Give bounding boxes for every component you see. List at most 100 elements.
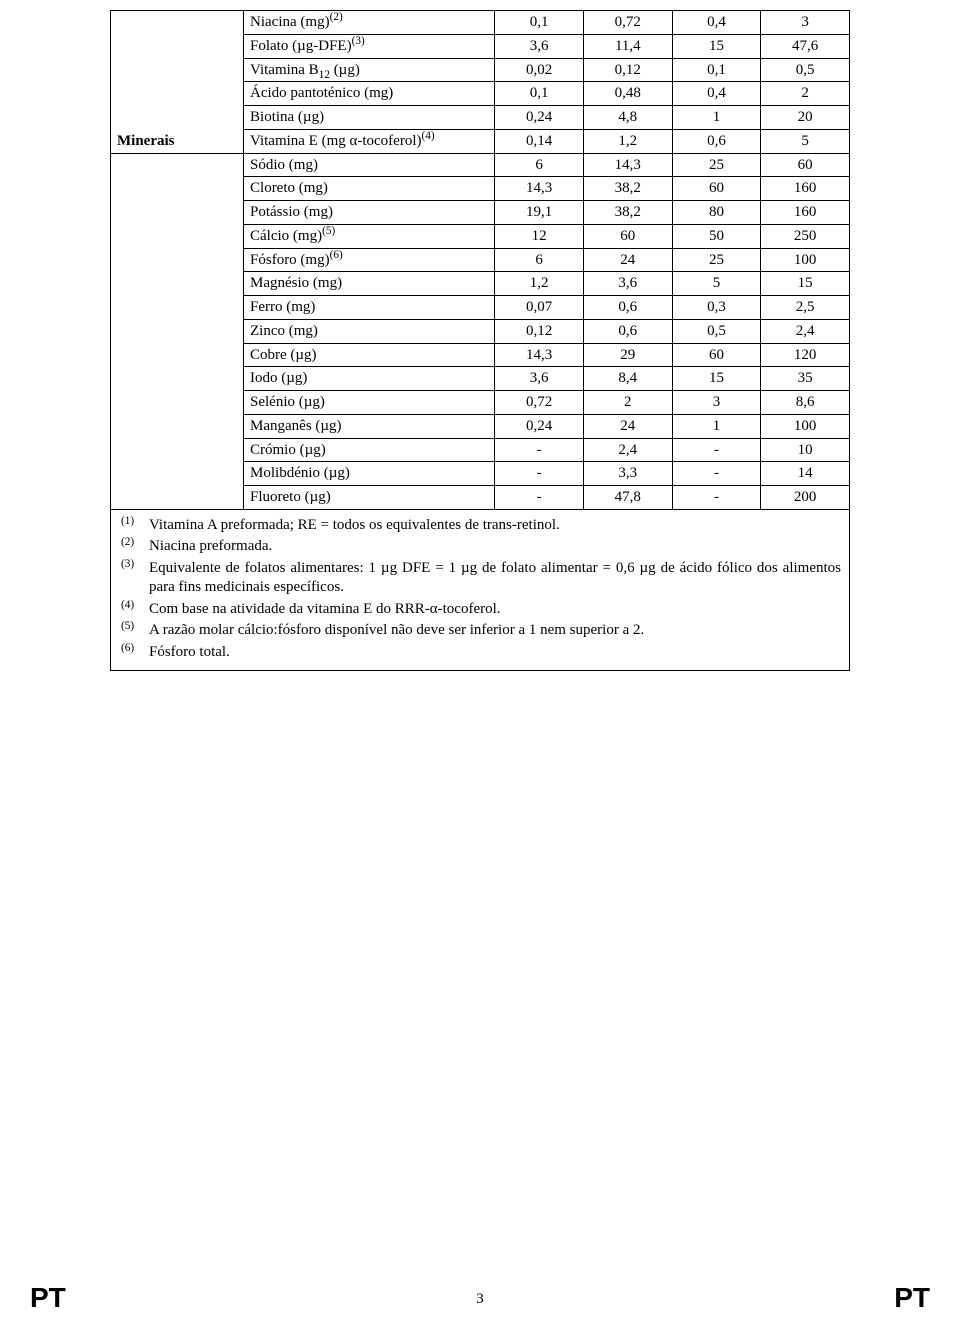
footer-lang-right: PT: [894, 1282, 930, 1314]
row-name: Molibdénio (µg): [244, 462, 495, 486]
footnote-mark: (4): [121, 598, 149, 618]
row-value: 2,4: [761, 319, 850, 343]
footnote-mark: (6): [121, 641, 149, 661]
footnote-mark: (2): [121, 535, 149, 555]
row-value: 15: [672, 34, 761, 58]
footer-page-number: 3: [476, 1291, 484, 1308]
row-value: 2: [761, 82, 850, 106]
row-name: Iodo (µg): [244, 367, 495, 391]
row-value: 24: [583, 414, 672, 438]
row-name: Folato (µg-DFE)(3): [244, 34, 495, 58]
row-value: 25: [672, 153, 761, 177]
footnotes: (1)Vitamina A preformada; RE = todos os …: [110, 510, 850, 672]
row-value: 14,3: [495, 343, 584, 367]
row-value: 0,4: [672, 82, 761, 106]
category-label: Minerais: [117, 132, 237, 151]
row-value: 1: [672, 414, 761, 438]
row-value: 3,6: [583, 272, 672, 296]
row-value: 200: [761, 486, 850, 510]
table-row: MineraisNiacina (mg)(2)0,10,720,43: [111, 11, 850, 35]
row-name: Vitamina B12 (µg): [244, 58, 495, 82]
row-value: 0,6: [583, 296, 672, 320]
row-value: 14: [761, 462, 850, 486]
footnote-mark: (3): [121, 557, 149, 596]
row-value: 38,2: [583, 177, 672, 201]
footnote: (4)Com base na atividade da vitamina E d…: [121, 600, 841, 620]
nutrition-table: MineraisNiacina (mg)(2)0,10,720,43Folato…: [110, 10, 850, 510]
row-value: 3,6: [495, 34, 584, 58]
row-name: Vitamina E (mg α-tocoferol)(4): [244, 129, 495, 153]
footnote-text: Com base na atividade da vitamina E do R…: [149, 600, 841, 620]
row-value: 120: [761, 343, 850, 367]
row-value: 160: [761, 201, 850, 225]
row-name: Niacina (mg)(2): [244, 11, 495, 35]
row-name: Biotina (µg): [244, 106, 495, 130]
row-value: 3: [672, 391, 761, 415]
row-value: 60: [583, 224, 672, 248]
row-name: Magnésio (mg): [244, 272, 495, 296]
row-value: 15: [672, 367, 761, 391]
row-name: Ácido pantoténico (mg): [244, 82, 495, 106]
footnote-text: Fósforo total.: [149, 643, 841, 663]
row-value: -: [672, 462, 761, 486]
row-value: -: [672, 438, 761, 462]
row-value: 6: [495, 248, 584, 272]
row-value: 0,12: [583, 58, 672, 82]
row-value: 15: [761, 272, 850, 296]
row-value: 250: [761, 224, 850, 248]
row-value: 60: [672, 177, 761, 201]
row-name: Cálcio (mg)(5): [244, 224, 495, 248]
row-value: 8,6: [761, 391, 850, 415]
footnote-text: A razão molar cálcio:fósforo disponível …: [149, 621, 841, 641]
row-value: 12: [495, 224, 584, 248]
row-value: 6: [495, 153, 584, 177]
row-value: 2,5: [761, 296, 850, 320]
row-value: 29: [583, 343, 672, 367]
row-name: Cobre (µg): [244, 343, 495, 367]
row-value: 60: [761, 153, 850, 177]
row-value: -: [495, 486, 584, 510]
footnote-text: Vitamina A preformada; RE = todos os equ…: [149, 516, 841, 536]
category-cell: [111, 153, 244, 509]
row-value: 2,4: [583, 438, 672, 462]
row-name: Zinco (mg): [244, 319, 495, 343]
row-value: 60: [672, 343, 761, 367]
footnote: (1)Vitamina A preformada; RE = todos os …: [121, 516, 841, 536]
row-value: 0,12: [495, 319, 584, 343]
category-cell: Minerais: [111, 11, 244, 154]
row-value: 0,6: [583, 319, 672, 343]
row-value: 38,2: [583, 201, 672, 225]
row-value: 0,1: [495, 11, 584, 35]
row-value: -: [495, 438, 584, 462]
row-value: 3,3: [583, 462, 672, 486]
row-value: 25: [672, 248, 761, 272]
row-value: 0,24: [495, 106, 584, 130]
row-value: 14,3: [495, 177, 584, 201]
row-value: 1,2: [583, 129, 672, 153]
row-value: 3,6: [495, 367, 584, 391]
footnote: (2)Niacina preformada.: [121, 537, 841, 557]
footnote: (5)A razão molar cálcio:fósforo disponív…: [121, 621, 841, 641]
footnote-mark: (5): [121, 619, 149, 639]
footer-lang-left: PT: [30, 1282, 66, 1314]
row-value: 47,6: [761, 34, 850, 58]
row-name: Potássio (mg): [244, 201, 495, 225]
row-value: 2: [583, 391, 672, 415]
footnote-text: Niacina preformada.: [149, 537, 841, 557]
row-value: 4,8: [583, 106, 672, 130]
row-value: 1,2: [495, 272, 584, 296]
row-value: 0,6: [672, 129, 761, 153]
row-value: 0,5: [672, 319, 761, 343]
footnote: (6)Fósforo total.: [121, 643, 841, 663]
row-value: 3: [761, 11, 850, 35]
row-value: 0,02: [495, 58, 584, 82]
row-name: Sódio (mg): [244, 153, 495, 177]
row-value: 0,4: [672, 11, 761, 35]
row-value: -: [672, 486, 761, 510]
row-value: 50: [672, 224, 761, 248]
row-value: 0,07: [495, 296, 584, 320]
row-value: 160: [761, 177, 850, 201]
row-name: Selénio (µg): [244, 391, 495, 415]
row-value: 0,3: [672, 296, 761, 320]
row-value: 47,8: [583, 486, 672, 510]
